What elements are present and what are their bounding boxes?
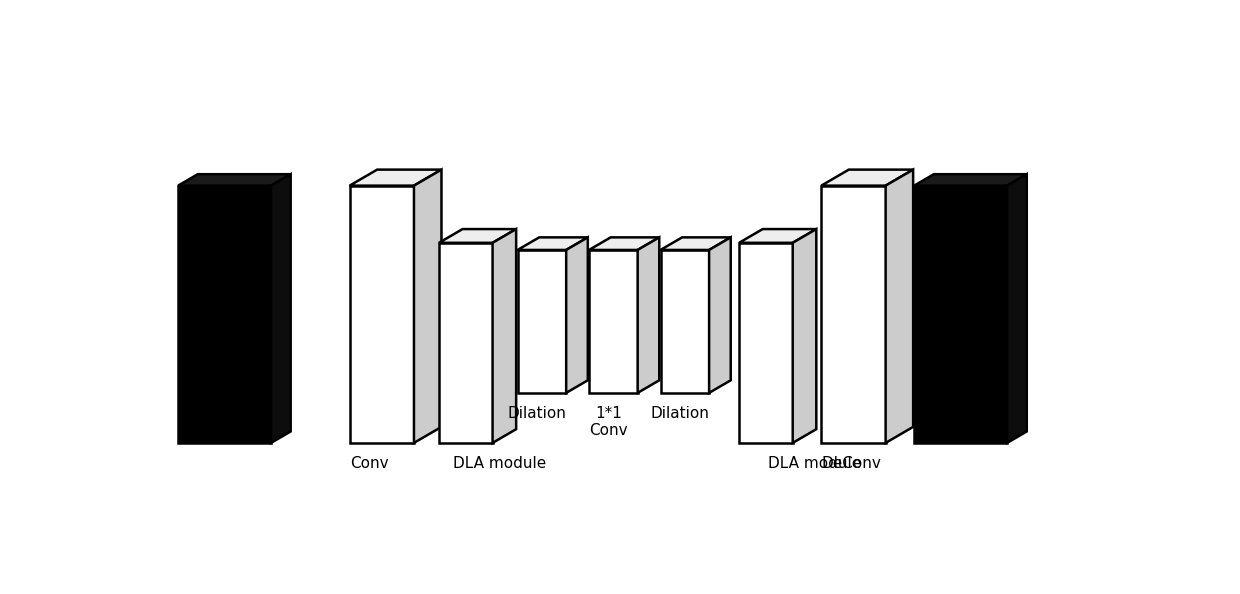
Text: Dilation: Dilation [650, 406, 709, 421]
Polygon shape [439, 243, 492, 443]
Polygon shape [439, 229, 516, 243]
Polygon shape [914, 185, 1007, 443]
Text: DeConv: DeConv [821, 456, 882, 471]
Polygon shape [350, 170, 441, 185]
Polygon shape [1007, 174, 1027, 443]
Text: 1*1
Conv: 1*1 Conv [589, 406, 627, 438]
Text: DLA module: DLA module [768, 456, 861, 471]
Polygon shape [492, 229, 516, 443]
Polygon shape [567, 238, 588, 393]
Text: Conv: Conv [350, 456, 388, 471]
Polygon shape [179, 174, 290, 185]
Text: DLA module: DLA module [454, 456, 547, 471]
Polygon shape [739, 243, 792, 443]
Polygon shape [589, 250, 637, 393]
Polygon shape [589, 238, 660, 250]
Polygon shape [517, 250, 567, 393]
Polygon shape [792, 229, 816, 443]
Polygon shape [885, 170, 913, 443]
Polygon shape [739, 229, 816, 243]
Polygon shape [914, 174, 1027, 185]
Polygon shape [821, 170, 913, 185]
Text: Dilation: Dilation [507, 406, 567, 421]
Polygon shape [637, 238, 660, 393]
Polygon shape [661, 238, 730, 250]
Polygon shape [414, 170, 441, 443]
Polygon shape [517, 238, 588, 250]
Polygon shape [709, 238, 730, 393]
Polygon shape [350, 185, 414, 443]
Polygon shape [179, 185, 272, 443]
Polygon shape [272, 174, 290, 443]
Polygon shape [661, 250, 709, 393]
Polygon shape [821, 185, 885, 443]
